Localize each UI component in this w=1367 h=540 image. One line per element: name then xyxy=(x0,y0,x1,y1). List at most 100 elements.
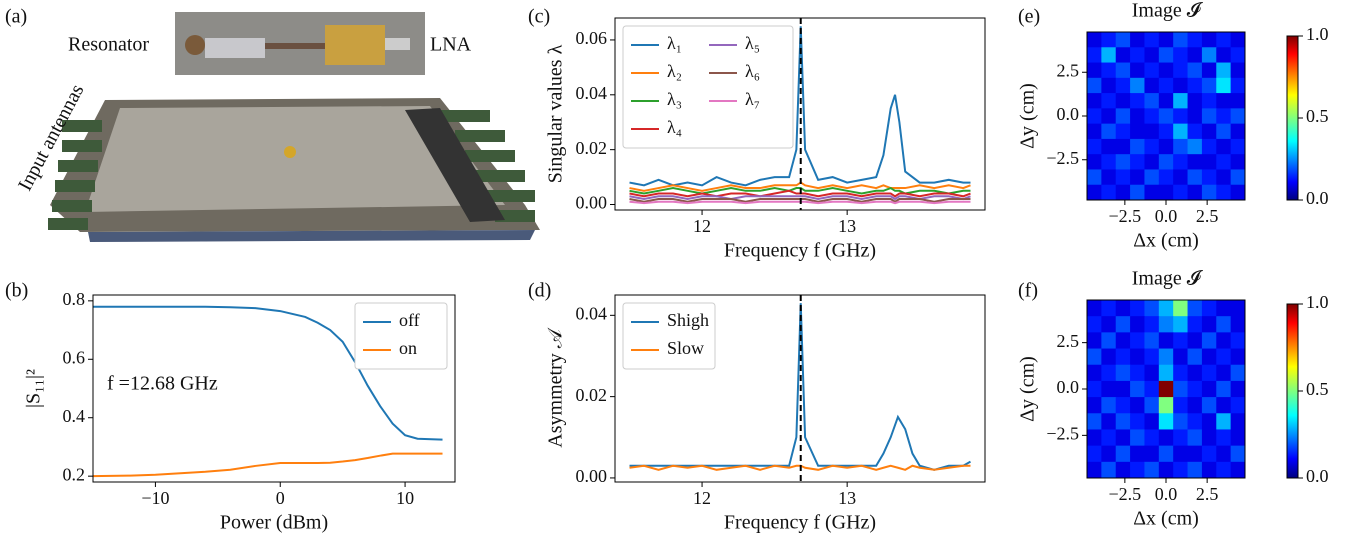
heatmap-cell xyxy=(1216,316,1232,333)
heatmap-cell xyxy=(1173,93,1189,109)
x-axis-label: Frequency f (GHz) xyxy=(724,512,876,534)
heatmap-cell xyxy=(1187,47,1203,64)
heatmap-cell xyxy=(1158,397,1174,414)
heatmap-cell xyxy=(1115,169,1131,186)
heatmap-cell xyxy=(1216,300,1232,317)
heatmap-cell xyxy=(1201,184,1217,201)
heatmap-cell xyxy=(1130,348,1145,366)
heatmap-cell xyxy=(1158,300,1174,317)
panel-label: (d) xyxy=(528,280,551,302)
heatmap-cell xyxy=(1216,169,1232,186)
legend-label: λ₇ xyxy=(745,89,760,109)
heatmap-cell xyxy=(1187,332,1203,350)
y-axis-label: Asymmetry 𝒜 xyxy=(545,327,567,447)
heatmap-cell xyxy=(1158,380,1174,398)
heatmap-cell xyxy=(1158,364,1174,382)
heatmap-cell xyxy=(1144,154,1160,170)
x-tick-label: −10 xyxy=(141,488,169,508)
heatmap-cell xyxy=(1101,77,1117,94)
heatmap-cell xyxy=(1216,93,1232,109)
y-tick-label: 2.5 xyxy=(1057,60,1080,80)
x-tick-label: 0 xyxy=(276,488,285,508)
y-tick-label: −2.5 xyxy=(1046,148,1079,168)
heatmap-cell xyxy=(1130,413,1145,430)
heatmap-cell xyxy=(1158,429,1174,447)
heatmap-cell xyxy=(1144,364,1160,382)
heatmap-cell xyxy=(1173,429,1189,447)
y-axis-label: |S₁₁|² xyxy=(23,369,45,408)
heatmap-cell xyxy=(1130,77,1145,94)
photo-annotation: Resonator xyxy=(68,34,149,56)
heatmap-cell xyxy=(1230,461,1246,479)
y-tick-label: 0.06 xyxy=(576,28,608,48)
colorbar-tick-label: 0.5 xyxy=(1306,379,1329,399)
heatmap-cell xyxy=(1115,316,1131,333)
heatmap-cell xyxy=(1201,32,1217,48)
heatmap-cell xyxy=(1130,316,1145,333)
heatmap-cell xyxy=(1173,316,1189,333)
line-series xyxy=(629,198,971,203)
heatmap-cell xyxy=(1187,138,1203,155)
heatmap-cell xyxy=(1130,364,1145,382)
colorbar xyxy=(1286,303,1299,479)
heatmap-cell xyxy=(1173,300,1189,317)
heatmap-cell xyxy=(1101,169,1117,186)
heatmap-cell xyxy=(1216,47,1232,64)
heatmap-cell xyxy=(1158,169,1174,186)
heatmap-cell xyxy=(1101,348,1117,366)
heatmap-cell xyxy=(1187,413,1203,430)
heatmap-cell xyxy=(1201,77,1217,94)
panel-label: (c) xyxy=(528,6,550,28)
heatmap-cell xyxy=(1144,93,1160,109)
heatmap-cell xyxy=(1087,348,1102,366)
panel-label: (a) xyxy=(5,6,27,28)
legend-label: Shigh xyxy=(667,310,709,330)
colorbar-tick-label: 0.0 xyxy=(1306,188,1329,208)
heatmap-cell xyxy=(1130,380,1145,398)
heatmap-cell xyxy=(1101,461,1117,479)
heatmap-cell xyxy=(1187,108,1203,125)
panel-label: (e) xyxy=(1018,6,1040,28)
heatmap-cell xyxy=(1101,364,1117,382)
heatmap-cell xyxy=(1201,154,1217,170)
heatmap-cell xyxy=(1230,154,1246,170)
heatmap-cell xyxy=(1216,364,1232,382)
line-series xyxy=(92,452,443,478)
heatmap-cell xyxy=(1216,332,1232,350)
heatmap-cell xyxy=(1173,397,1189,414)
heatmap-cell xyxy=(1101,397,1117,414)
y-tick-label: 0.2 xyxy=(63,464,86,484)
heatmap-cell xyxy=(1087,93,1102,109)
heatmap-cell xyxy=(1173,108,1189,125)
x-tick-label: 12 xyxy=(693,488,711,508)
x-tick-label: 12 xyxy=(693,216,711,236)
heatmap-cell xyxy=(1101,184,1117,201)
heatmap-cell xyxy=(1144,413,1160,430)
heatmap-cell xyxy=(1187,316,1203,333)
heatmap-cell xyxy=(1187,348,1203,366)
heatmap-cell xyxy=(1115,123,1131,140)
heatmap-cell xyxy=(1101,380,1117,398)
heatmap-cell xyxy=(1230,445,1246,463)
heatmap-cell xyxy=(1187,380,1203,398)
heatmap-cell xyxy=(1201,445,1217,463)
axes-frame xyxy=(92,294,456,483)
x-tick-label: −2.5 xyxy=(1109,484,1142,504)
x-tick-label: −2.5 xyxy=(1109,206,1142,226)
heatmap-cell xyxy=(1144,397,1160,414)
heatmap-cell xyxy=(1130,47,1145,64)
heatmap-cell xyxy=(1115,332,1131,350)
heatmap-cell xyxy=(1216,154,1232,170)
heatmap-cell xyxy=(1087,445,1102,463)
x-tick-label: 0.0 xyxy=(1155,484,1178,504)
y-tick-label: 0.00 xyxy=(576,193,608,213)
heatmap-cell xyxy=(1158,138,1174,155)
heatmap-cell xyxy=(1115,184,1131,201)
heatmap-cell xyxy=(1115,32,1131,48)
heatmap-cell xyxy=(1087,413,1102,430)
axes-frame xyxy=(614,294,986,483)
heatmap-cell xyxy=(1144,461,1160,479)
heatmap-cell xyxy=(1144,332,1160,350)
heatmap-cell xyxy=(1216,123,1232,140)
heatmap-cell xyxy=(1201,380,1217,398)
